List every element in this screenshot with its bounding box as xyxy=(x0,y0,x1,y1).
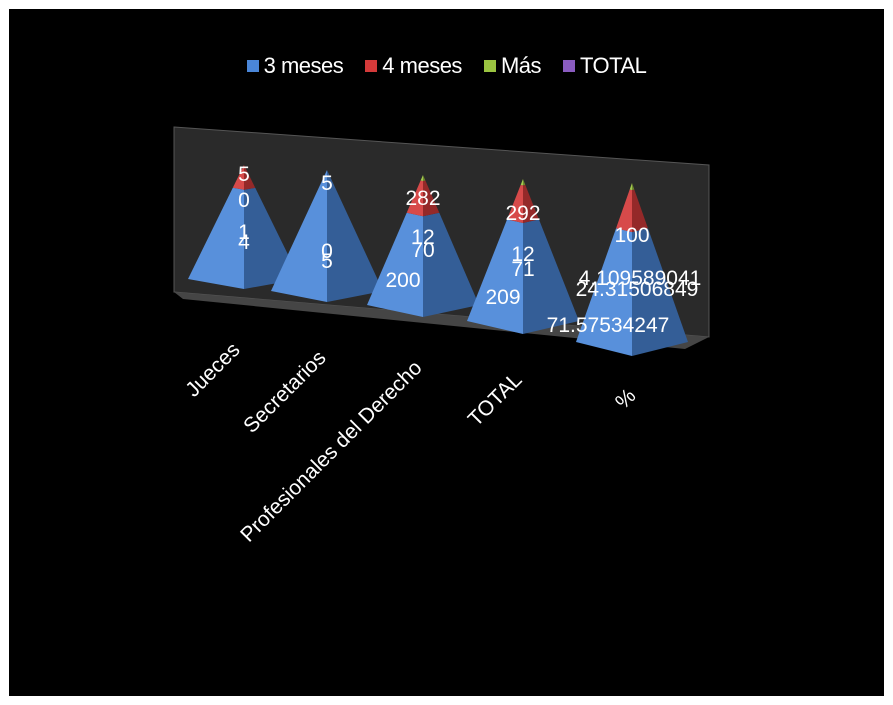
legend-label-mas: Más xyxy=(500,53,542,78)
pyramid-percent-3-meses-left-face xyxy=(576,228,632,356)
pyramid-profesionales-del-derecho-4-meses-left-face xyxy=(406,180,423,217)
pyramid-jueces-4-meses-left-face xyxy=(232,165,244,190)
pyramid-secretarios-3-meses-right-face xyxy=(327,170,383,302)
pyramid-percent-mas-left-face xyxy=(629,183,632,191)
legend-item-3-meses: 3 meses xyxy=(246,53,344,79)
legend-item-total: TOTAL xyxy=(563,53,647,79)
legend-swatch-3-meses xyxy=(246,60,259,72)
chart-floor xyxy=(174,292,709,349)
legend-swatch-mas xyxy=(483,60,496,72)
legend-label-3-meses: 3 meses xyxy=(263,53,344,78)
data-label-secretarios-3-meses: 5 xyxy=(321,250,333,273)
pyramid-jueces-4-meses-right-face xyxy=(244,165,256,190)
data-label-total-mas: 12 xyxy=(511,243,534,266)
data-label-percent-mas: 4.109589041 xyxy=(579,267,702,290)
pyramid-total-3-meses-right-face xyxy=(523,219,579,334)
data-label-secretarios-total: 5 xyxy=(321,172,333,195)
legend-item-mas: Más xyxy=(483,53,542,79)
pyramid-percent-4-meses-right-face xyxy=(632,189,648,233)
data-label-profesionales-del-derecho-total: 282 xyxy=(405,187,440,210)
pyramid-profesionales-del-derecho-3-meses-left-face xyxy=(367,212,423,317)
data-label-profesionales-del-derecho-3-meses: 200 xyxy=(385,269,420,292)
category-label-total: TOTAL xyxy=(464,368,527,431)
pyramid-jueces-3-meses-left-face xyxy=(188,187,244,289)
data-label-secretarios-4-meses: 0 xyxy=(321,240,333,263)
data-label-total-total: 292 xyxy=(505,202,540,225)
data-label-percent-4-meses: 24.31506849 xyxy=(576,278,699,301)
pyramid-secretarios-3-meses-left-face xyxy=(271,170,327,302)
pyramid-total-mas-left-face xyxy=(520,179,523,186)
legend-item-4-meses: 4 meses xyxy=(365,53,462,79)
data-label-percent-total: 100 xyxy=(614,224,649,247)
pyramid-total-4-meses-left-face xyxy=(507,184,523,224)
pyramid-percent-4-meses-left-face xyxy=(616,189,632,233)
legend: 3 meses 4 meses Más TOTAL xyxy=(9,53,884,79)
data-label-total-3-meses: 209 xyxy=(485,286,520,309)
data-label-jueces-4-meses: 1 xyxy=(238,221,250,244)
pyramid-total-3-meses-left-face xyxy=(467,219,523,334)
data-label-jueces-mas: 0 xyxy=(238,189,250,212)
data-label-profesionales-del-derecho-mas: 12 xyxy=(411,226,434,249)
data-label-profesionales-del-derecho-4-meses: 70 xyxy=(411,239,434,262)
pyramid-profesionales-del-derecho-mas-left-face xyxy=(420,175,423,182)
data-label-jueces-3-meses: 4 xyxy=(238,231,250,254)
pyramid-percent-mas-right-face xyxy=(632,183,635,191)
category-label-jueces: Jueces xyxy=(181,338,244,401)
data-label-total-4-meses: 71 xyxy=(511,258,534,281)
legend-swatch-total xyxy=(563,60,575,72)
category-label-percent: % xyxy=(611,384,640,413)
pyramid-profesionales-del-derecho-4-meses-right-face xyxy=(423,180,440,217)
pyramid-total-4-meses-right-face xyxy=(523,184,539,224)
pyramid-chart: 4105Jueces505Secretarios2007012282Profes… xyxy=(173,126,710,547)
data-label-percent-3-meses: 71.57534247 xyxy=(547,314,670,337)
pyramid-profesionales-del-derecho-3-meses-right-face xyxy=(423,212,479,317)
category-label-profesionales-del-derecho: Profesionales del Derecho xyxy=(236,356,426,546)
category-label-secretarios: Secretarios xyxy=(239,346,330,437)
legend-label-total: TOTAL xyxy=(580,53,647,78)
pyramid-total-mas-right-face xyxy=(523,179,526,186)
data-label-jueces-total: 5 xyxy=(238,163,250,186)
pyramid-percent-3-meses-right-face xyxy=(632,228,688,356)
chart-area: 3 meses 4 meses Más TOTAL 4 1 0 5 Jueces 5 0 5 S… xyxy=(9,9,884,696)
legend-label-4-meses: 4 meses xyxy=(382,53,462,78)
pyramid-profesionales-del-derecho-mas-right-face xyxy=(423,175,426,182)
legend-swatch-4-meses xyxy=(365,60,378,72)
